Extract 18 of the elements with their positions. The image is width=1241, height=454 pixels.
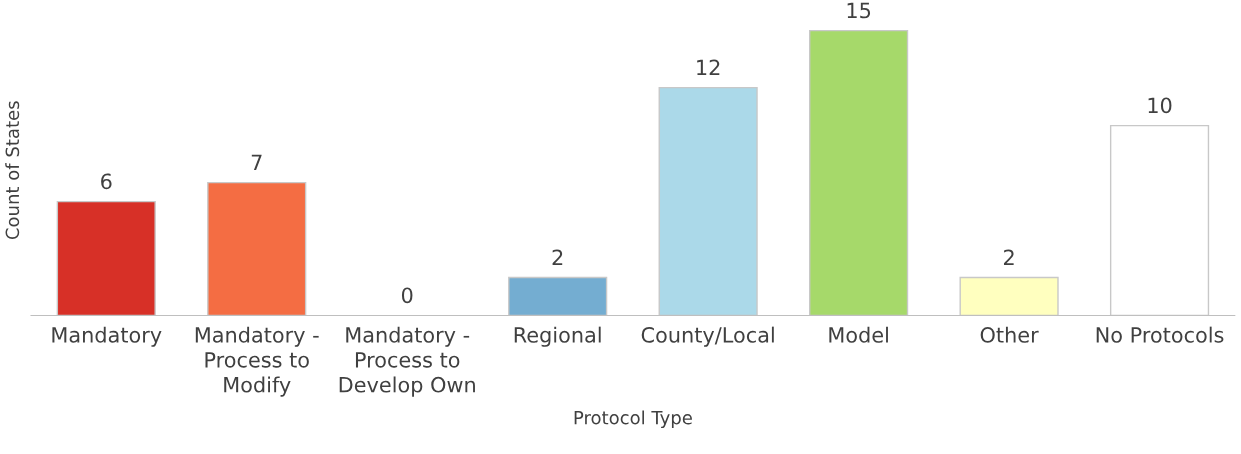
x-tick-label: Mandatory — [52, 326, 162, 347]
data-label: 6 — [101, 173, 112, 190]
x-axis-title: Protocol Type — [574, 410, 692, 428]
data-label: 12 — [697, 59, 720, 75]
data-label: 0 — [401, 287, 413, 304]
x-tick-label: Mandatory - Process to Modify — [195, 326, 319, 397]
data-label: 2 — [552, 249, 563, 265]
x-tick-label: Other — [980, 326, 1039, 343]
data-label: 10 — [1148, 97, 1172, 114]
y-axis-title: Count of States — [5, 101, 20, 240]
x-tick-label: No Protocols — [1096, 326, 1224, 343]
data-label: 7 — [251, 154, 262, 170]
data-label: 2 — [1003, 249, 1014, 265]
x-tick-label: County/Local — [641, 326, 774, 347]
data-label: 15 — [847, 2, 871, 19]
x-tick-label: Regional — [514, 326, 601, 347]
x-tick-label: Model — [829, 326, 888, 343]
x-tick-label: Mandatory - Process to Develop Own — [339, 326, 475, 397]
